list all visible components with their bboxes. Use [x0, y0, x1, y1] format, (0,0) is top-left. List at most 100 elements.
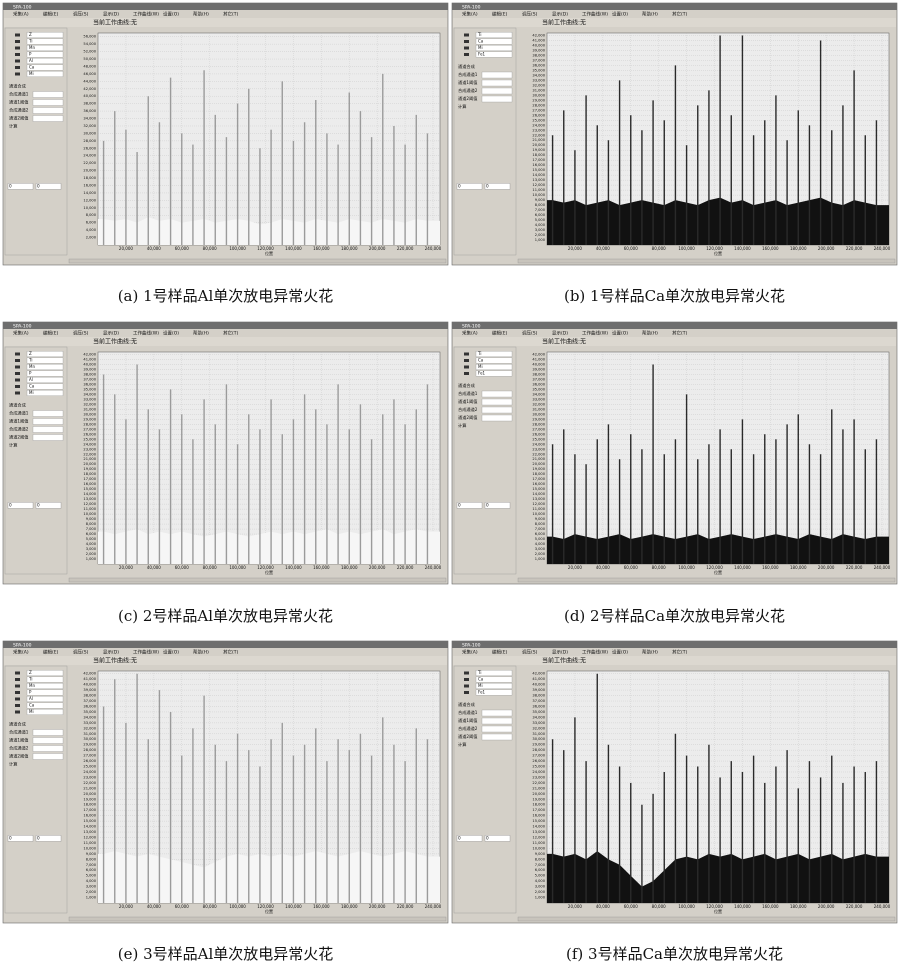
- sidebar-field[interactable]: [33, 427, 63, 433]
- menu-item[interactable]: 工作曲线(W): [582, 11, 608, 18]
- sidebar-field[interactable]: [33, 108, 63, 114]
- menu-item[interactable]: 其它(T): [672, 330, 688, 337]
- sidebar-field[interactable]: [482, 399, 512, 405]
- menu-item[interactable]: 采集(A): [462, 11, 478, 18]
- menu-item[interactable]: 显示(D): [552, 12, 568, 18]
- sidebar-field[interactable]: [33, 411, 63, 417]
- menu-item[interactable]: 采集(A): [13, 11, 29, 18]
- menu-item[interactable]: 采集(A): [13, 330, 29, 337]
- scrollbar[interactable]: [518, 259, 895, 263]
- input-box[interactable]: [8, 835, 33, 841]
- menu-item[interactable]: 工作曲线(W): [133, 649, 159, 656]
- menu-item[interactable]: 帮助(H): [193, 11, 209, 18]
- input-box[interactable]: [485, 835, 510, 841]
- sidebar-field[interactable]: [482, 734, 512, 740]
- menu-item[interactable]: 编辑(E): [492, 649, 508, 656]
- menu-item[interactable]: 帮助(H): [193, 649, 209, 656]
- menu-item[interactable]: 帮助(H): [193, 330, 209, 337]
- input-box[interactable]: [36, 502, 61, 508]
- sidebar-field[interactable]: [33, 92, 63, 98]
- menu-item[interactable]: 采集(A): [462, 330, 478, 337]
- scrollbar[interactable]: [518, 917, 895, 921]
- menu-item[interactable]: 其它(T): [223, 11, 239, 18]
- menu-item[interactable]: 调压(S): [522, 11, 538, 18]
- menu-item[interactable]: 帮助(H): [642, 649, 658, 656]
- sidebar-field[interactable]: [33, 100, 63, 106]
- sidebar-field[interactable]: [33, 754, 63, 760]
- menu-item[interactable]: 其它(T): [672, 11, 688, 18]
- menu-item[interactable]: 其它(T): [223, 649, 239, 656]
- menu-item[interactable]: 调压(S): [73, 11, 89, 18]
- menu-item[interactable]: 设置(O): [163, 330, 179, 337]
- sidebar-field[interactable]: [33, 419, 63, 425]
- sidebar-field[interactable]: [482, 391, 512, 397]
- input-box[interactable]: [457, 835, 482, 841]
- sidebar-field[interactable]: [33, 435, 63, 441]
- input-box[interactable]: [457, 502, 482, 508]
- sidebar-field[interactable]: [482, 72, 512, 78]
- input-box[interactable]: [36, 183, 61, 189]
- menu-item[interactable]: 显示(D): [103, 12, 119, 18]
- y-tick-label: 22,000: [83, 161, 96, 165]
- sidebar-field[interactable]: [33, 116, 63, 122]
- menu-item[interactable]: 采集(A): [13, 649, 29, 656]
- menu-item[interactable]: 编辑(E): [43, 649, 59, 656]
- sidebar-field[interactable]: [482, 96, 512, 102]
- menu-item[interactable]: 调压(S): [73, 649, 89, 656]
- menu-item[interactable]: 帮助(H): [642, 11, 658, 18]
- menu-item[interactable]: 显示(D): [103, 650, 119, 656]
- menu-item[interactable]: 编辑(E): [492, 330, 508, 337]
- menu-item[interactable]: 其它(T): [672, 649, 688, 656]
- menu-item[interactable]: 帮助(H): [642, 330, 658, 337]
- sidebar-field[interactable]: [482, 415, 512, 421]
- input-box[interactable]: [457, 183, 482, 189]
- channel-box[interactable]: [27, 52, 63, 58]
- input-box[interactable]: [485, 502, 510, 508]
- scrollbar[interactable]: [518, 578, 895, 582]
- menu-item[interactable]: 工作曲线(W): [582, 649, 608, 656]
- menu-item[interactable]: 编辑(E): [43, 330, 59, 337]
- menu-item[interactable]: 设置(O): [163, 11, 179, 18]
- sidebar-field[interactable]: [482, 407, 512, 413]
- menu-item[interactable]: 调压(S): [522, 649, 538, 656]
- y-tick-label: 3,000: [535, 228, 546, 232]
- menu-item[interactable]: 编辑(E): [492, 11, 508, 18]
- menu-item[interactable]: 工作曲线(W): [133, 330, 159, 337]
- channel-box[interactable]: [27, 371, 63, 377]
- scrollbar[interactable]: [69, 578, 446, 582]
- sidebar-field[interactable]: [482, 710, 512, 716]
- channel-box[interactable]: [27, 670, 63, 676]
- sidebar-field[interactable]: [482, 726, 512, 732]
- input-box[interactable]: [485, 183, 510, 189]
- sidebar-field[interactable]: [482, 80, 512, 86]
- menu-item[interactable]: 显示(D): [103, 331, 119, 337]
- menu-item[interactable]: 设置(O): [612, 649, 628, 656]
- sidebar-field[interactable]: [482, 88, 512, 94]
- sidebar-field[interactable]: [482, 718, 512, 724]
- input-box[interactable]: [8, 183, 33, 189]
- menu-item[interactable]: 显示(D): [552, 331, 568, 337]
- menu-item[interactable]: 其它(T): [223, 330, 239, 337]
- channel-box[interactable]: [27, 32, 63, 38]
- input-box[interactable]: [8, 502, 33, 508]
- scrollbar[interactable]: [69, 917, 446, 921]
- menu-item[interactable]: 工作曲线(W): [582, 330, 608, 337]
- channel-box[interactable]: [27, 690, 63, 696]
- menu-item[interactable]: 调压(S): [73, 330, 89, 337]
- menu-item[interactable]: 设置(O): [163, 649, 179, 656]
- channel-box[interactable]: [27, 351, 63, 357]
- menu-item[interactable]: 编辑(E): [43, 11, 59, 18]
- menu-item[interactable]: 显示(D): [552, 650, 568, 656]
- menu-item[interactable]: 调压(S): [522, 330, 538, 337]
- menu-item[interactable]: 设置(O): [612, 11, 628, 18]
- sidebar-field[interactable]: [33, 730, 63, 736]
- menu-item[interactable]: 工作曲线(W): [133, 11, 159, 18]
- sidebar-label: 通道1阈值: [9, 99, 28, 106]
- menu-item[interactable]: 采集(A): [462, 649, 478, 656]
- menu-item[interactable]: 设置(O): [612, 330, 628, 337]
- input-box[interactable]: [36, 835, 61, 841]
- sidebar-field[interactable]: [33, 738, 63, 744]
- scrollbar[interactable]: [69, 259, 446, 263]
- sidebar-field[interactable]: [33, 746, 63, 752]
- y-tick-label: 23,000: [532, 128, 545, 132]
